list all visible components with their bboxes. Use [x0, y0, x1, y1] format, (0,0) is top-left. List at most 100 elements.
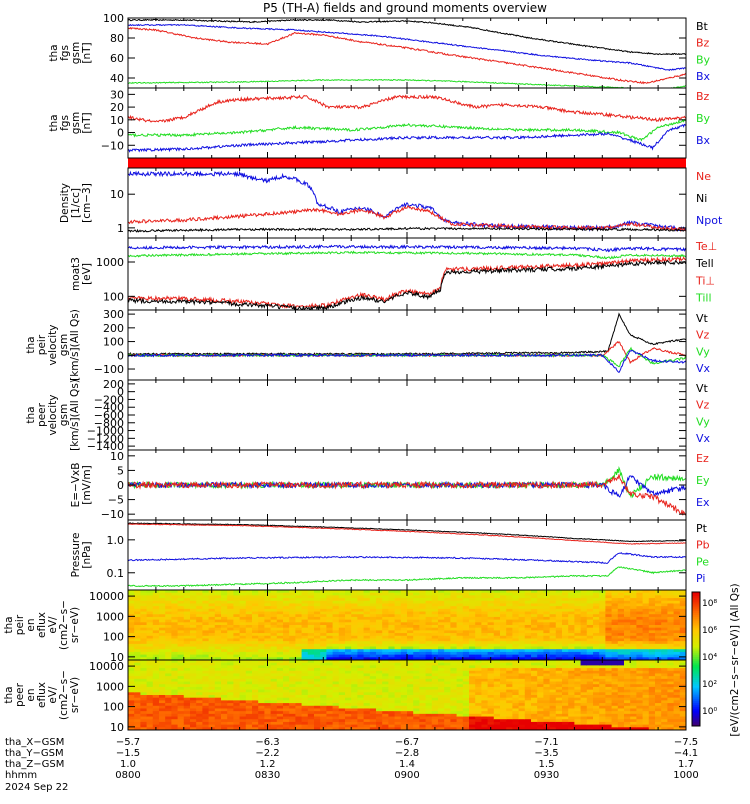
legend-Bt: Bt — [696, 20, 709, 33]
y-tick-label: 10 — [110, 188, 124, 201]
series-Till — [128, 252, 686, 259]
legend-Ey: Ey — [696, 474, 710, 487]
series-Tell — [128, 261, 686, 311]
y-tick-label: 0 — [117, 479, 124, 492]
y-tick-label: 1 — [117, 222, 124, 235]
separator-bar — [128, 158, 686, 168]
legend-Pt: Pt — [696, 522, 708, 535]
legend-Bx: Bx — [696, 70, 711, 83]
y-tick-label: 0 — [117, 127, 124, 140]
series-Npot — [128, 172, 686, 231]
y-axis-label: [km/s](All Qs) — [69, 379, 81, 451]
legend-Bz: Bz — [696, 37, 710, 50]
y-tick-label: 10000 — [89, 590, 124, 603]
y-axis-label: [km/s](All Qs) — [69, 309, 81, 381]
legend-Vt: Vt — [696, 382, 709, 395]
legend-Bx: Bx — [696, 134, 711, 147]
y-tick-label: 5 — [117, 464, 124, 477]
spectrogram-9 — [128, 590, 687, 661]
legend-Vz: Vz — [696, 329, 710, 342]
legend-Vt: Vt — [696, 312, 709, 325]
series-Vz — [128, 342, 686, 363]
legend-Pi: Pi — [696, 572, 705, 585]
y-tick-label: 80 — [110, 32, 124, 45]
legend-Bz: Bz — [696, 90, 710, 103]
series-Vt — [128, 314, 686, 355]
legend-By: By — [696, 53, 711, 66]
y-tick-label: −10 — [101, 508, 124, 521]
legend-Ti⊥: Ti⊥ — [695, 274, 715, 287]
y-tick-label: 60 — [110, 52, 124, 65]
legend-Till: Till — [695, 291, 712, 304]
legend-Ez: Ez — [696, 452, 709, 465]
y-tick-label: 100 — [103, 290, 124, 303]
spectrogram-10 — [128, 660, 687, 731]
y-axis-label: [mV/m] — [81, 465, 93, 504]
y-axis-label: [nT] — [81, 112, 93, 133]
legend-Vx: Vx — [696, 362, 711, 375]
panel-frame — [128, 310, 686, 380]
series-Bx — [128, 125, 686, 152]
series-Pe — [128, 567, 686, 587]
y-tick-label: 20 — [110, 101, 124, 114]
y-tick-label: 300 — [103, 308, 124, 321]
series-Bz — [128, 96, 686, 123]
y-tick-label: 100 — [103, 12, 124, 25]
series-Ez — [128, 474, 686, 515]
series-Ne — [128, 206, 686, 231]
series-Vy — [128, 348, 686, 367]
y-tick-label: −5 — [108, 494, 124, 507]
legend-Vx: Vx — [696, 432, 711, 445]
y-tick-label: 10 — [110, 450, 124, 463]
y-axis-label: [cm−3] — [81, 183, 93, 223]
series-Pb — [128, 524, 686, 544]
legend-Npot: Npot — [696, 214, 723, 227]
y-tick-label: 100 — [103, 631, 124, 644]
series-Pi — [128, 553, 686, 564]
series-Ti⊥ — [128, 245, 686, 251]
y-tick-label: 0.1 — [107, 567, 125, 580]
y-tick-label: 1.0 — [107, 534, 125, 547]
series-Bz — [128, 28, 686, 84]
y-tick-label: 0 — [117, 349, 124, 362]
y-axis-label: sr−eV) — [69, 607, 81, 643]
legend-Pe: Pe — [696, 555, 709, 568]
y-tick-label: 200 — [103, 322, 124, 335]
legend-Tell: Tell — [695, 257, 714, 270]
legend-Vz: Vz — [696, 399, 710, 412]
panel-frame — [128, 380, 686, 450]
y-tick-label: 30 — [110, 88, 124, 101]
legend-Ex: Ex — [696, 496, 710, 509]
y-tick-label: 10 — [110, 114, 124, 127]
legend-Ne: Ne — [696, 170, 711, 183]
legend-Ni: Ni — [696, 192, 707, 205]
legend-Pb: Pb — [696, 539, 710, 552]
y-tick-label: −100 — [94, 363, 124, 376]
y-axis-label: [nPa] — [81, 541, 93, 568]
y-tick-label: −10 — [101, 139, 124, 152]
y-tick-label: 40 — [110, 72, 124, 85]
page-title: P5 (TH-A) fields and ground moments over… — [263, 1, 547, 15]
y-tick-label: 100 — [103, 336, 124, 349]
y-axis-label: [eV] — [81, 263, 93, 285]
legend-Vy: Vy — [696, 415, 710, 428]
legend-Te⊥: Te⊥ — [695, 240, 717, 253]
y-axis-label: [nT] — [81, 42, 93, 63]
series-Bt — [128, 19, 686, 54]
legend-By: By — [696, 112, 711, 125]
y-tick-label: 1000 — [96, 256, 124, 269]
legend-Vy: Vy — [696, 345, 710, 358]
y-tick-label: 1000 — [96, 610, 124, 623]
